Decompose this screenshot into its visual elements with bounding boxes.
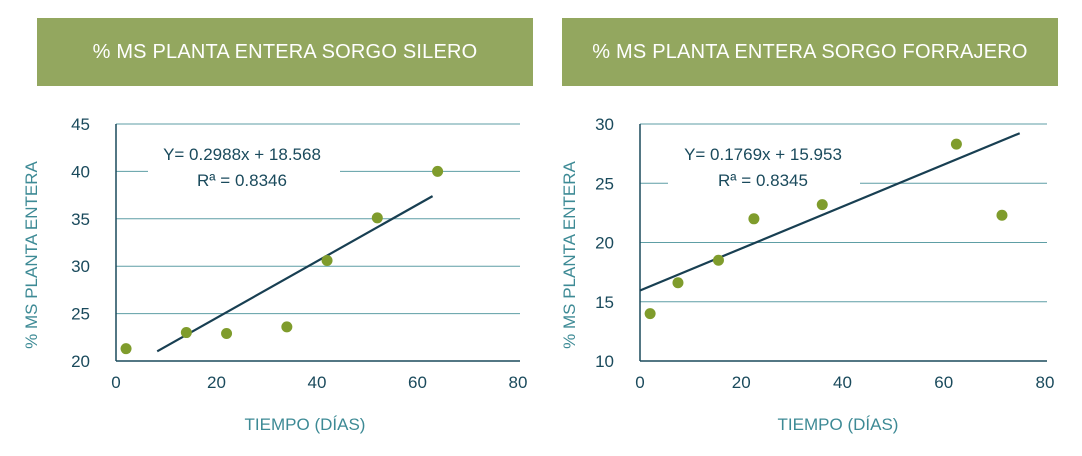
chart-1-data-point xyxy=(371,212,383,224)
chart-2-x-axis-label: TIEMPO (DÍAS) xyxy=(778,415,899,434)
chart-2-y-tick-label: 25 xyxy=(595,174,614,193)
chart-2-r-squared: Rª = 0.8345 xyxy=(718,171,808,190)
chart-2-data-point xyxy=(644,308,656,320)
chart-2-x-tick-label: 40 xyxy=(833,373,852,392)
chart-1-r-squared: Rª = 0.8346 xyxy=(197,171,287,190)
chart-2-y-tick-label: 20 xyxy=(595,234,614,253)
chart-2-data-point xyxy=(748,213,760,225)
chart-1-y-tick-label: 30 xyxy=(71,257,90,276)
chart-2-y-tick-label: 15 xyxy=(595,293,614,312)
chart-1-data-point xyxy=(180,327,192,339)
chart-1-y-tick-label: 40 xyxy=(71,162,90,181)
chart-2-x-tick-label: 80 xyxy=(1036,373,1055,392)
chart-2-title-banner: % MS PLANTA ENTERA SORGO FORRAJERO xyxy=(562,18,1058,86)
chart-2-y-axis-label: % MS PLANTA ENTERA xyxy=(560,161,579,349)
chart-1-data-point xyxy=(432,165,444,177)
chart-2-trendline xyxy=(639,132,1021,292)
chart-1-data-point xyxy=(281,321,293,333)
chart-1-x-tick-label: 40 xyxy=(308,373,327,392)
chart-1-x-axis-label: TIEMPO (DÍAS) xyxy=(245,415,366,434)
chart-1-equation: Y= 0.2988x + 18.568 xyxy=(163,145,321,164)
chart-1-y-tick-label: 45 xyxy=(71,115,90,134)
chart-2-x-tick-label: 0 xyxy=(635,373,644,392)
chart-1-y-tick-label: 20 xyxy=(71,352,90,371)
chart-1-x-tick-label: 20 xyxy=(207,373,226,392)
chart-2-x-tick-label: 60 xyxy=(934,373,953,392)
chart-2-data-point xyxy=(712,254,724,266)
chart-2-title: % MS PLANTA ENTERA SORGO FORRAJERO xyxy=(592,40,1028,63)
chart-1-data-point xyxy=(120,343,132,355)
chart-1-y-tick-label: 25 xyxy=(71,305,90,324)
chart-2-data-point xyxy=(950,138,962,150)
chart-1-data-point xyxy=(321,255,333,267)
chart-2-equation: Y= 0.1769x + 15.953 xyxy=(684,145,842,164)
chart-2-x-tick-label: 20 xyxy=(732,373,751,392)
chart-1-data-point xyxy=(221,328,233,340)
chart-1-title: % MS PLANTA ENTERA SORGO SILERO xyxy=(92,40,478,63)
chart-1-y-tick-label: 35 xyxy=(71,210,90,229)
chart-2-data-point xyxy=(816,199,828,211)
chart-1-trendline xyxy=(156,195,434,353)
chart-2-y-tick-label: 10 xyxy=(595,352,614,371)
chart-2-y-tick-label: 30 xyxy=(595,115,614,134)
chart-1-x-tick-label: 60 xyxy=(408,373,427,392)
chart-1-title-banner: % MS PLANTA ENTERA SORGO SILERO xyxy=(37,18,533,86)
chart-1-x-tick-label: 80 xyxy=(509,373,528,392)
chart-1-x-tick-label: 0 xyxy=(111,373,120,392)
chart-1-y-axis-label: % MS PLANTA ENTERA xyxy=(22,161,41,349)
chart-2-data-point xyxy=(672,277,684,289)
chart-2-data-point xyxy=(996,209,1008,221)
